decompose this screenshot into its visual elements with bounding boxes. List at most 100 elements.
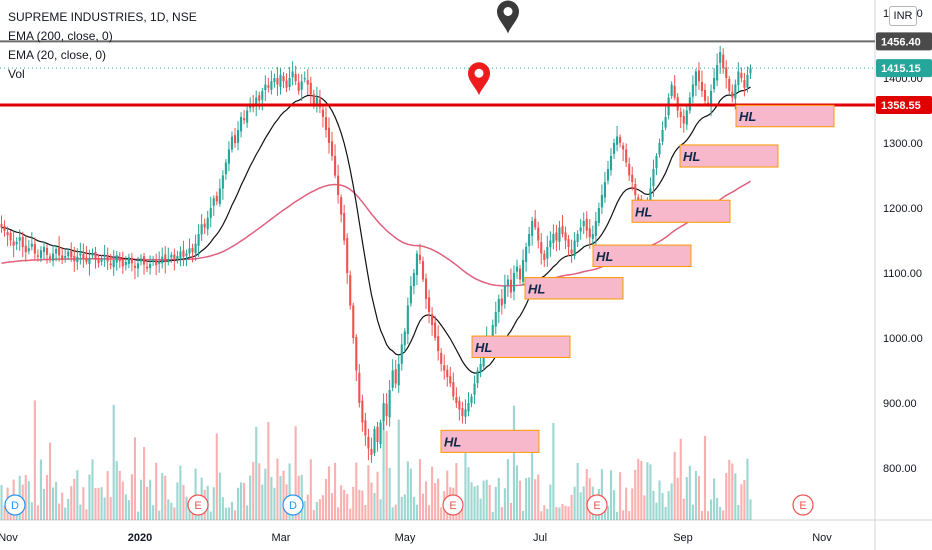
candle-body [109,263,112,266]
volume-bar [146,486,149,520]
hl-box-label: HL [596,249,613,264]
volume-bar [394,504,397,520]
candle-body [85,257,88,262]
volume-bar [61,492,64,520]
volume-bar [616,511,619,520]
volume-bar [42,488,46,520]
volume-bar [749,499,752,520]
volume-bar [534,479,537,520]
candle-body [45,247,49,255]
candle-body [458,400,461,410]
dividend-event-icon[interactable] [282,494,304,516]
candle-body [312,94,315,104]
volume-bar [361,490,364,520]
event-marker-label: E [593,500,600,512]
volume-bar [700,511,704,520]
hl-box[interactable] [524,277,624,300]
candle-body [155,259,158,266]
volume-bar [176,482,179,520]
volume-bar [209,511,212,520]
hl-box-label: HL [635,204,652,219]
event-marker-label: E [194,500,201,512]
hl-box[interactable] [440,429,540,453]
hl-box[interactable] [735,104,835,128]
volume-bar [434,482,437,520]
volume-bar [582,486,585,520]
candle-body [270,81,273,90]
volume-bar [185,496,188,520]
candle-body [461,408,464,416]
candle-body [100,258,103,262]
volume-bar [728,459,731,520]
candle-body [315,97,318,105]
volume-bar [152,505,155,520]
candle-body [494,312,497,327]
candle-body [112,260,115,268]
candle-body [570,249,573,254]
candle-body [537,227,540,241]
volume-bar [725,473,728,520]
candle-body [415,253,418,276]
volume-bar [479,498,482,520]
candle-body [240,117,243,132]
earnings-event-icon[interactable] [442,494,464,516]
earnings-event-icon[interactable] [586,494,608,516]
ema20-legend[interactable]: EMA (20, close, 0) [8,48,107,62]
candle-body [418,254,422,260]
volume-bar [470,482,473,520]
pin-marker-icon[interactable] [497,0,519,34]
volume-bar [531,435,534,520]
hl-box[interactable] [592,244,692,268]
ema200-legend[interactable]: EMA (200, close, 0) [8,29,113,43]
volume-bar [58,503,61,520]
candle-body [403,331,406,346]
candle-body [716,65,719,81]
candle-body [500,298,503,306]
volume-bar [243,482,246,520]
candle-body [631,174,634,182]
candle-body [106,254,109,262]
earnings-event-icon[interactable] [187,494,209,516]
pin-marker-icon[interactable] [468,62,490,96]
volume-legend[interactable]: Vol [8,67,25,81]
volume-bar [100,487,103,520]
event-marker-label: D [11,500,19,512]
candle-body [212,198,215,206]
hl-box[interactable] [679,144,779,168]
volume-bar [33,400,36,520]
candle-body [682,115,685,124]
price-axis-tag [876,59,932,78]
candle-body [136,263,140,269]
candle-body [227,149,230,164]
volume-bar [697,476,700,520]
candle-body [88,258,91,265]
dividend-event-icon[interactable] [4,494,26,516]
volume-bar [355,462,358,520]
hl-box[interactable] [631,199,731,223]
earnings-event-icon[interactable] [792,494,814,516]
candle-body [279,74,282,88]
volume-bar [670,483,673,520]
symbol-title[interactable]: SUPREME INDUSTRIES, 1D, NSE [8,10,197,24]
candle-body [622,145,625,150]
currency-button[interactable]: INR [889,6,917,26]
candle-body [470,396,473,404]
candle-body [467,403,470,412]
volume-bar [658,480,661,520]
candle-body [706,102,710,104]
candle-body [649,188,652,203]
volume-bar [109,497,112,520]
volume-bar [106,471,109,520]
volume-bar [94,487,97,520]
volume-bar [606,506,610,520]
candle-body [230,136,234,150]
hl-box[interactable] [471,335,571,358]
candle-body [497,299,500,312]
candle-body [597,208,600,224]
volume-bar [221,497,224,520]
volume-bar [300,474,303,520]
candle-body [33,243,36,254]
volume-bar [334,462,337,520]
candle-body [749,68,752,74]
